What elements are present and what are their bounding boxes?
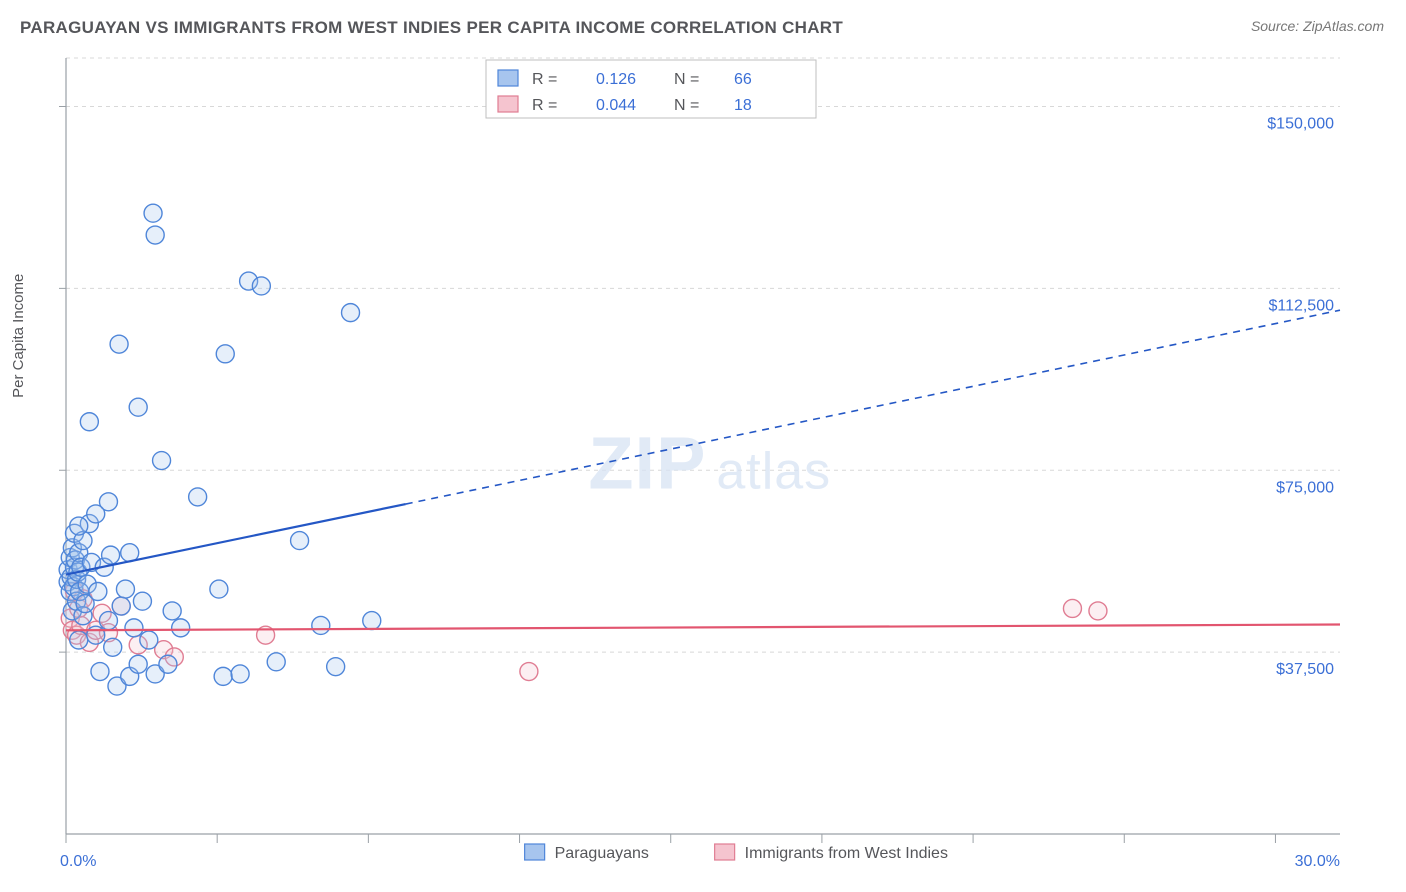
trend-b-solid bbox=[66, 624, 1340, 630]
legend-swatch bbox=[498, 70, 518, 86]
point-series-a bbox=[129, 398, 147, 416]
y-tick-label: $75,000 bbox=[1276, 479, 1334, 496]
point-series-a bbox=[216, 345, 234, 363]
y-axis-label: Per Capita Income bbox=[10, 274, 27, 398]
y-tick-label: $37,500 bbox=[1276, 661, 1334, 678]
legend-r-label: R = bbox=[532, 97, 557, 114]
legend-swatch bbox=[498, 96, 518, 112]
point-series-a bbox=[189, 488, 207, 506]
legend-r-label: R = bbox=[532, 71, 557, 88]
watermark: atlas bbox=[716, 442, 831, 500]
point-series-a bbox=[125, 619, 143, 637]
point-series-a bbox=[146, 226, 164, 244]
point-series-a bbox=[102, 546, 120, 564]
point-series-b bbox=[1063, 599, 1081, 617]
point-series-a bbox=[112, 597, 130, 615]
trend-a-solid bbox=[66, 504, 406, 574]
x-min-label: 0.0% bbox=[60, 853, 96, 870]
point-series-a bbox=[89, 583, 107, 601]
legend-n-value: 18 bbox=[734, 97, 752, 114]
legend-n-label: N = bbox=[674, 71, 699, 88]
point-series-a bbox=[363, 612, 381, 630]
point-series-a bbox=[99, 493, 117, 511]
point-series-a bbox=[159, 655, 177, 673]
legend-label-a: Paraguayans bbox=[555, 845, 649, 862]
source-attribution: Source: ZipAtlas.com bbox=[1251, 18, 1384, 34]
point-series-a bbox=[342, 304, 360, 322]
point-series-a bbox=[110, 335, 128, 353]
point-series-a bbox=[91, 663, 109, 681]
point-series-a bbox=[144, 204, 162, 222]
point-series-a bbox=[87, 626, 105, 644]
point-series-a bbox=[70, 631, 88, 649]
point-series-a bbox=[172, 619, 190, 637]
scatter-chart: ZIPatlas $37,500 $75,000 $112,500 $150,000 0.… bbox=[20, 48, 1386, 872]
point-series-a bbox=[129, 655, 147, 673]
y-tick-label: $112,500 bbox=[1268, 297, 1334, 314]
chart-title: PARAGUAYAN VS IMMIGRANTS FROM WEST INDIE… bbox=[20, 18, 843, 38]
point-series-a bbox=[104, 638, 122, 656]
trend-a-dashed bbox=[406, 310, 1340, 504]
point-series-a bbox=[214, 667, 232, 685]
legend-r-value: 0.044 bbox=[596, 97, 636, 114]
point-series-a bbox=[99, 612, 117, 630]
legend-n-value: 66 bbox=[734, 71, 752, 88]
y-tick-label: $150,000 bbox=[1267, 116, 1334, 133]
point-series-a bbox=[70, 517, 88, 535]
legend-r-value: 0.126 bbox=[596, 71, 636, 88]
point-series-a bbox=[291, 532, 309, 550]
legend-label-b: Immigrants from West Indies bbox=[745, 845, 948, 862]
point-series-a bbox=[210, 580, 228, 598]
point-series-a bbox=[231, 665, 249, 683]
x-max-label: 30.0% bbox=[1295, 853, 1340, 870]
point-series-a bbox=[80, 413, 98, 431]
legend-swatch-b bbox=[715, 844, 735, 860]
point-series-a bbox=[116, 580, 134, 598]
point-series-a bbox=[327, 658, 345, 676]
point-series-a bbox=[153, 452, 171, 470]
point-series-a bbox=[252, 277, 270, 295]
point-series-a bbox=[140, 631, 158, 649]
point-series-a bbox=[163, 602, 181, 620]
point-series-a bbox=[312, 616, 330, 634]
point-series-b bbox=[1089, 602, 1107, 620]
point-series-a bbox=[267, 653, 285, 671]
point-series-b bbox=[520, 663, 538, 681]
legend-n-label: N = bbox=[674, 97, 699, 114]
legend-swatch-a bbox=[525, 844, 545, 860]
point-series-a bbox=[133, 592, 151, 610]
watermark: ZIP bbox=[588, 421, 706, 504]
